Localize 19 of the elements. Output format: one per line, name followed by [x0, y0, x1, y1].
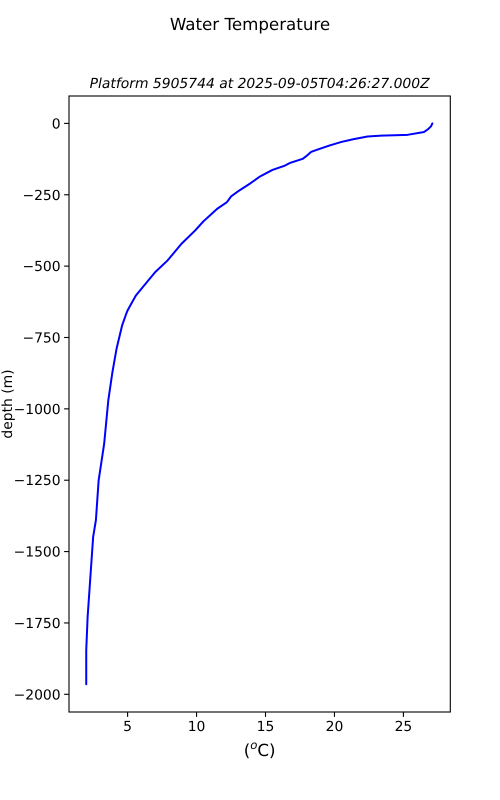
y-tick-label: −2000: [14, 687, 61, 704]
x-tick-label: 25: [394, 718, 412, 735]
x-axis-title: ($^{o}$C): [244, 738, 276, 760]
y-tick-label: 0: [52, 116, 61, 132]
y-tick-label: −1500: [14, 544, 61, 561]
chart-subtitle: Platform 5905744 at 2025-09-05T04:26:27.000Z: [90, 76, 430, 92]
x-tick-label: 15: [256, 718, 274, 735]
x-tick-label: 20: [326, 718, 344, 735]
y-tick-label: −1000: [14, 402, 61, 418]
line-series: [85, 122, 434, 686]
x-tick-label: 5: [123, 718, 132, 735]
y-tick-label: −750: [22, 330, 61, 346]
y-tick-label: −1250: [14, 473, 61, 490]
x-tick-label: 10: [188, 718, 206, 735]
y-axis-title: depth (m): [0, 369, 16, 439]
y-tick-label: −1750: [14, 616, 61, 632]
chart-title: Water Temperature: [170, 14, 330, 34]
y-tick-label: −500: [22, 259, 61, 276]
y-tick-label: −250: [22, 188, 61, 204]
